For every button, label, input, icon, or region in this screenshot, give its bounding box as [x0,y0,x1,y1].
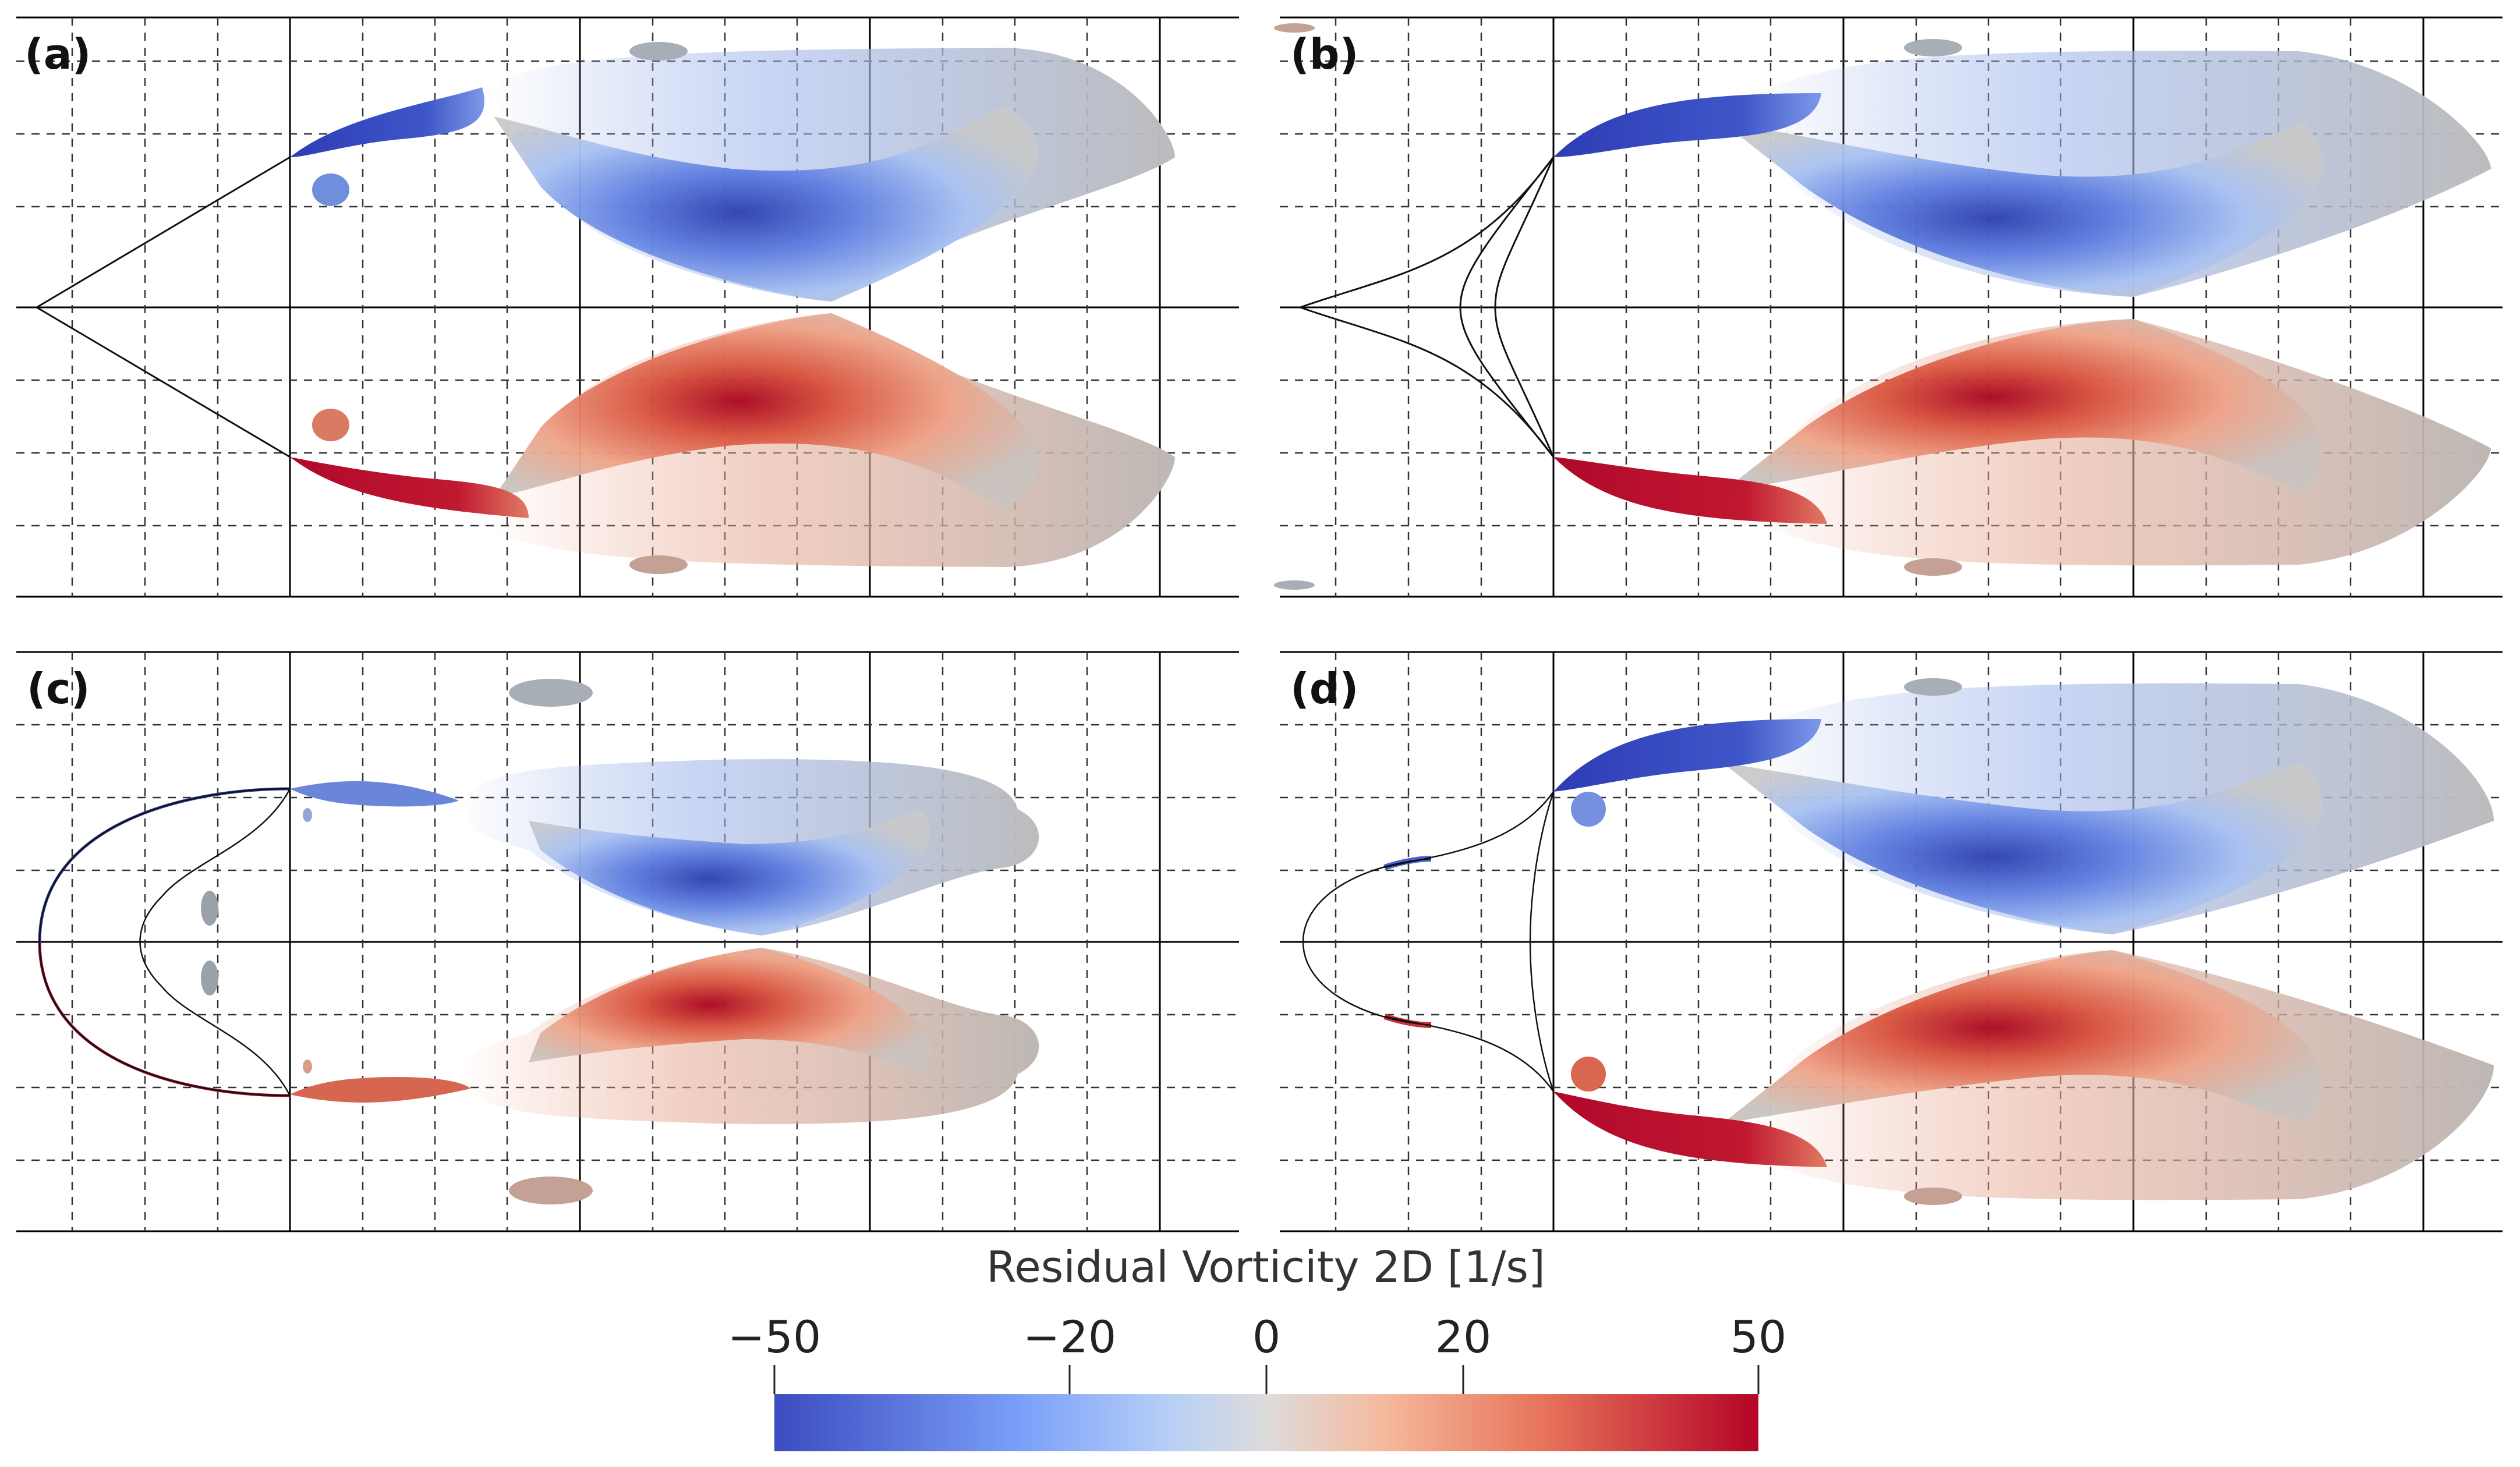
panel-label: (c) [27,664,90,713]
grid [16,651,1239,1232]
body-outline [1300,157,1555,458]
panel-a: (a) [16,16,1239,598]
panel-c: (c) [16,651,1239,1232]
colorbar-tick-label: 0 [1252,1311,1280,1363]
panel-label: (b) [1290,30,1358,79]
vorticity-field [201,679,1039,1204]
vorticity-field [1383,678,2494,1205]
colorbar-ramp [774,1394,1758,1451]
body-outline [1302,791,1555,1092]
panel-b: (b) [1274,16,2503,598]
colorbar-tick-label: −50 [728,1311,821,1363]
panel-label: (a) [24,30,91,79]
colorbar-tick-label: 50 [1730,1311,1787,1363]
colorbar: Residual Vorticity 2D [1/s] −50 −20 0 20 50 [728,1242,1787,1451]
panel-label: (d) [1290,664,1358,713]
vorticity-field [290,42,1175,574]
colorbar-tick-label: −20 [1023,1311,1116,1363]
colorbar-ticks: −50 −20 0 20 50 [728,1311,1787,1394]
colorbar-title: Residual Vorticity 2D [1/s] [986,1242,1545,1292]
body-outline [36,156,291,458]
colorbar-tick-label: 20 [1435,1311,1492,1363]
vorticity-field [1274,23,2491,590]
panel-d: (d) [1280,651,2503,1232]
body-outline [38,787,291,1097]
